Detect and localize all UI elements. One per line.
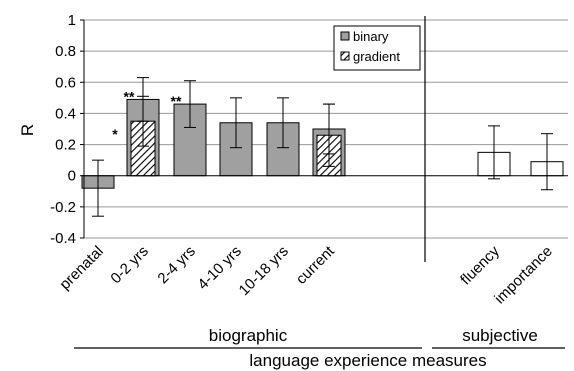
group-labels: biographic subjective (74, 326, 565, 349)
x-axis-label: language experience measures (249, 351, 486, 370)
category-label: fluency (457, 242, 503, 288)
legend-label: binary (353, 29, 389, 44)
category-label: current (293, 242, 339, 288)
category-label: prenatal (56, 243, 106, 293)
y-tick-label: 0.4 (55, 105, 76, 122)
category-label: 0-2 yrs (107, 243, 151, 287)
y-axis-ticks: -0.4 -0.2 0 0.2 0.4 0.6 0.8 1 (50, 12, 84, 247)
significance-marker: ** (171, 93, 182, 109)
legend-swatch (340, 31, 350, 41)
y-tick-label: -0.4 (50, 230, 76, 247)
y-tick-label: 0 (68, 168, 76, 185)
y-tick-label: 0.6 (55, 74, 76, 91)
y-tick-label: 1 (68, 12, 76, 29)
legend: binary gradient (333, 25, 421, 71)
legend-label: gradient (353, 49, 400, 64)
y-tick-label: 0.2 (55, 137, 76, 154)
significance-marker: ** (124, 88, 135, 104)
significance-marker: * (112, 126, 118, 142)
axes (83, 16, 568, 262)
error-bars (92, 77, 553, 217)
category-label: 2-4 yrs (154, 243, 198, 287)
bars (81, 98, 564, 189)
y-tick-label: 0.8 (55, 43, 76, 60)
category-label: importance (491, 243, 555, 307)
y-axis-label: R (18, 124, 37, 136)
y-tick-label: -0.2 (50, 199, 76, 216)
annotations: ***** (112, 88, 182, 142)
legend-swatch (340, 51, 350, 61)
category-label: 10-18 yrs (236, 243, 292, 299)
group-label: subjective (462, 326, 538, 345)
group-label: biographic (209, 326, 288, 345)
